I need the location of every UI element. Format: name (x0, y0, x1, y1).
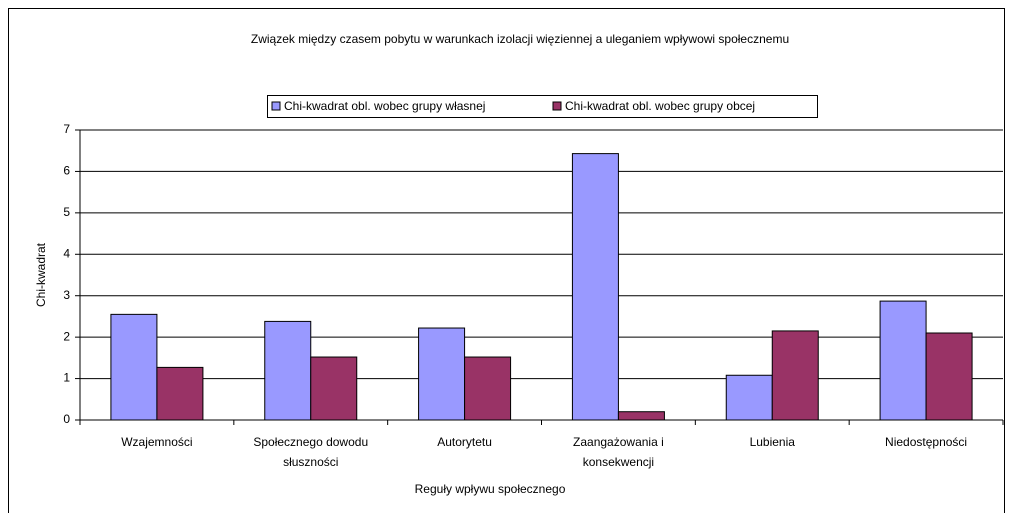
chart-title: Związek między czasem pobytu w warunkach… (251, 32, 789, 46)
x-tick-label: Zaangażowania i konsekwencji (573, 435, 664, 469)
bar (925, 332, 973, 421)
legend-box (267, 95, 818, 118)
y-axis-title: Chi-kwadrat (34, 242, 48, 307)
bar (771, 330, 819, 421)
y-tick-label: 4 (63, 246, 70, 260)
chart-frame (8, 8, 1005, 513)
x-tick-label: Lubienia (749, 435, 795, 449)
y-tick-label: 3 (63, 288, 70, 302)
bar (110, 313, 158, 421)
y-tick-label: 5 (63, 205, 70, 219)
bar (310, 356, 358, 421)
y-tick-label: 6 (63, 164, 70, 178)
bar (156, 366, 204, 421)
bar (264, 320, 312, 421)
bar (879, 300, 927, 421)
y-tick-label: 1 (63, 371, 70, 385)
legend-label: Chi-kwadrat obl. wobec grupy obcej (565, 99, 755, 113)
legend-swatch (271, 101, 281, 111)
legend-label: Chi-kwadrat obl. wobec grupy własnej (284, 99, 485, 113)
bar (725, 374, 773, 421)
y-tick-label: 2 (63, 329, 70, 343)
legend-swatch (552, 101, 562, 111)
bar (571, 153, 619, 421)
y-tick-label: 7 (63, 122, 70, 136)
bar (464, 356, 512, 421)
x-tick-label: Niedostępności (885, 435, 968, 449)
bar (617, 411, 665, 421)
x-axis-title: Reguły wpływu społecznego (415, 482, 566, 496)
x-tick-label: Społecznego dowodu słuszności (253, 435, 369, 469)
bar (418, 327, 466, 421)
y-tick-label: 0 (63, 412, 70, 426)
x-tick-label: Wzajemności (121, 435, 193, 449)
x-tick-label: Autorytetu (437, 435, 492, 449)
